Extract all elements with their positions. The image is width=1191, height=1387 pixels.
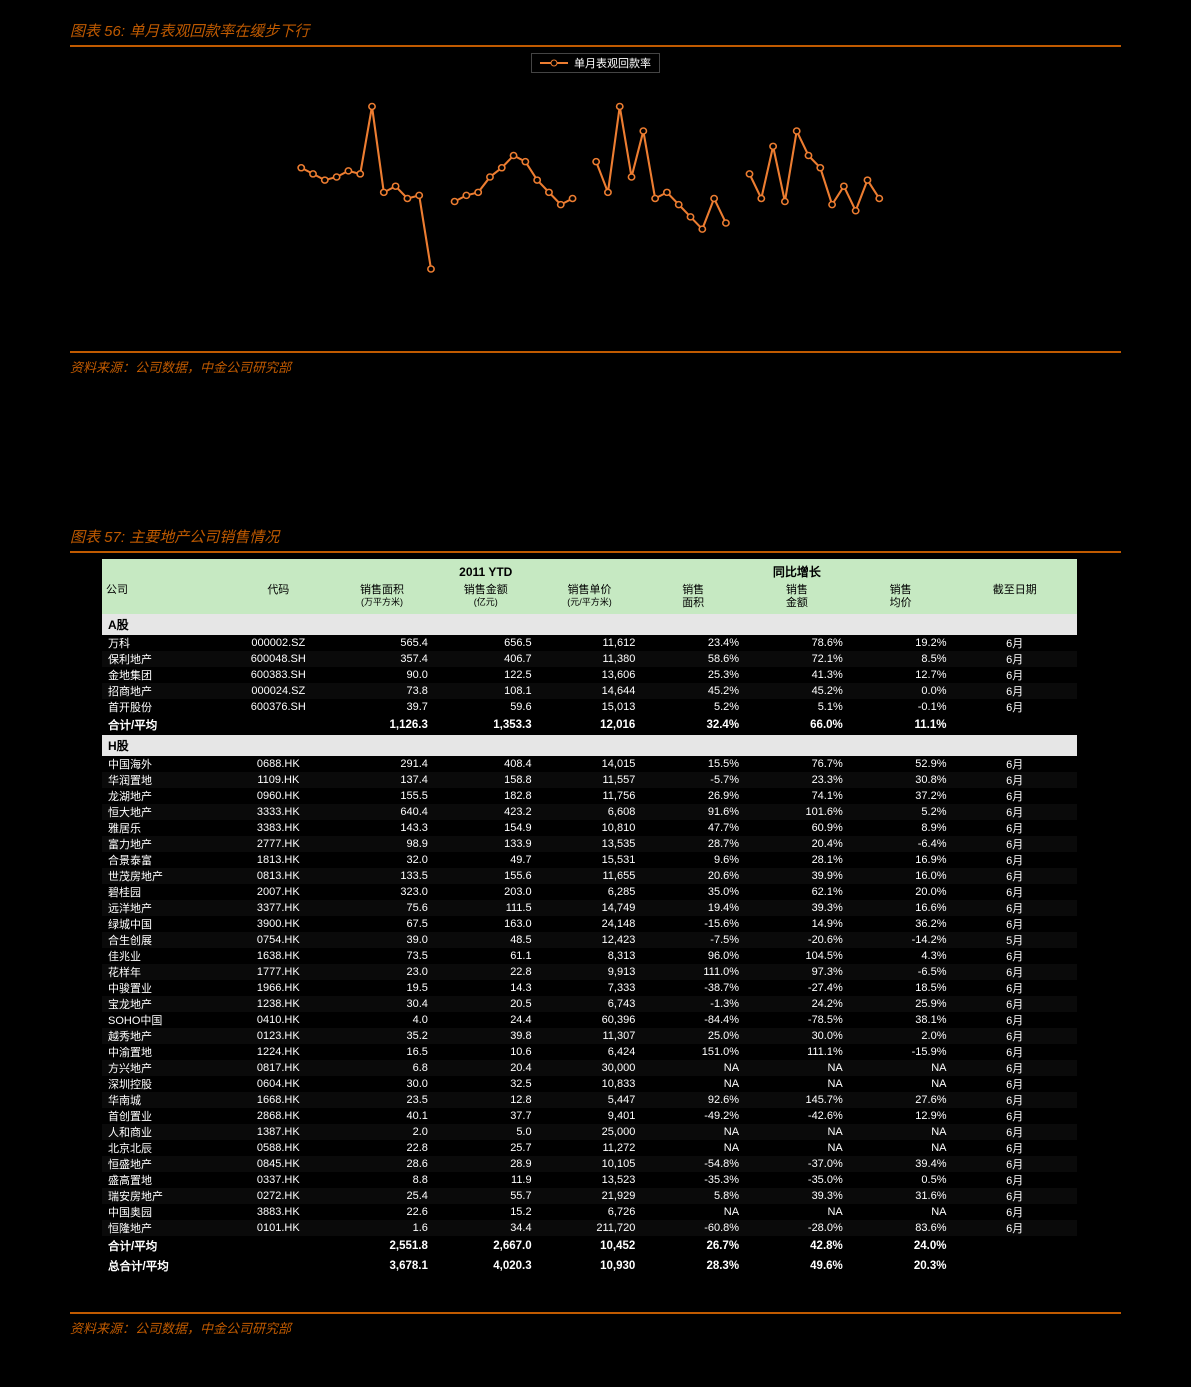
chart57-source: 资料来源：公司数据，中金公司研究部 xyxy=(70,1312,1121,1337)
chart57-title: 图表 57: 主要地产公司销售情况 xyxy=(70,526,1121,553)
table-row: SOHO中国0410.HK4.024.460,396-84.4%-78.5%38… xyxy=(102,1012,1077,1028)
col-code: 代码 xyxy=(226,582,330,614)
table-header-row: 公司 代码 销售面积(万平方米) 销售金额(亿元) 销售单价(元/平方米) 销售… xyxy=(102,582,1077,614)
table-row: 世茂房地产0813.HK133.5155.611,65520.6%39.9%16… xyxy=(102,868,1077,884)
table-row: 华润置地1109.HK137.4158.811,557-5.7%23.3%30.… xyxy=(102,772,1077,788)
total-h-row: 合计/平均 2,551.8 2,667.0 10,452 26.7% 42.8%… xyxy=(102,1236,1077,1256)
table-row: 首创置业2868.HK40.137.79,401-49.2%-42.6%12.9… xyxy=(102,1108,1077,1124)
table-row: 华南城1668.HK23.512.85,44792.6%145.7%27.6%6… xyxy=(102,1092,1077,1108)
col-group-2011: 2011 YTD xyxy=(330,559,641,582)
table-row: 瑞安房地产0272.HK25.455.721,9295.8%39.3%31.6%… xyxy=(102,1188,1077,1204)
section-h-row: H股 xyxy=(102,735,1077,756)
table-row: 人和商业1387.HK2.05.025,000NANANA6月 xyxy=(102,1124,1077,1140)
table-row: 方兴地产0817.HK6.820.430,000NANANA6月 xyxy=(102,1060,1077,1076)
table-row: 龙湖地产0960.HK155.5182.811,75626.9%74.1%37.… xyxy=(102,788,1077,804)
table-row: 越秀地产0123.HK35.239.811,30725.0%30.0%2.0%6… xyxy=(102,1028,1077,1044)
table-row: 富力地产2777.HK98.9133.913,53528.7%20.4%-6.4… xyxy=(102,836,1077,852)
col-area: 销售面积(万平方米) xyxy=(330,582,434,614)
col-company: 公司 xyxy=(102,582,226,614)
table-row: 佳兆业1638.HK73.561.18,31396.0%104.5%4.3%6月 xyxy=(102,948,1077,964)
table-row: 雅居乐3383.HK143.3154.910,81047.7%60.9%8.9%… xyxy=(102,820,1077,836)
chart57-title-prefix: 图表 57: xyxy=(70,529,129,546)
chart56-title: 图表 56: 单月表观回款率在缓步下行 xyxy=(70,20,1121,47)
table-header-group-row: 2011 YTD 同比增长 xyxy=(102,559,1077,582)
col-price: 销售单价(元/平方米) xyxy=(538,582,642,614)
table-row: 北京北辰0588.HK22.825.711,272NANANA6月 xyxy=(102,1140,1077,1156)
section-h-label: H股 xyxy=(102,735,1077,756)
table-row: 盛高置地0337.HK8.811.913,523-35.3%-35.0%0.5%… xyxy=(102,1172,1077,1188)
table-row: 合生创展0754.HK39.048.512,423-7.5%-20.6%-14.… xyxy=(102,932,1077,948)
table-row: 中国海外0688.HK291.4408.414,01515.5%76.7%52.… xyxy=(102,756,1077,772)
chart56-legend-label: 单月表观回款率 xyxy=(574,55,651,71)
table-row: 中骏置业1966.HK19.514.37,333-38.7%-27.4%18.5… xyxy=(102,980,1077,996)
table-row: 远洋地产3377.HK75.6111.514,74919.4%39.3%16.6… xyxy=(102,900,1077,916)
table-row: 金地集团600383.SH90.0122.513,60625.3%41.3%12… xyxy=(102,667,1077,683)
chart56-plot xyxy=(70,75,1121,345)
total-a-row: 合计/平均 1,126.3 1,353.3 12,016 32.4% 66.0%… xyxy=(102,715,1077,735)
table-row: 恒盛地产0845.HK28.628.910,105-54.8%-37.0%39.… xyxy=(102,1156,1077,1172)
table-row: 绿城中国3900.HK67.5163.024,148-15.6%14.9%36.… xyxy=(102,916,1077,932)
chart57-table-wrap: 2011 YTD 同比增长 公司 代码 销售面积(万平方米) 销售金额(亿元) … xyxy=(70,559,1121,1276)
table-row: 宝龙地产1238.HK30.420.56,743-1.3%24.2%25.9%6… xyxy=(102,996,1077,1012)
total-all-row: 总合计/平均 3,678.1 4,020.3 10,930 28.3% 49.6… xyxy=(102,1256,1077,1276)
chart56-title-prefix: 图表 56: xyxy=(70,23,129,40)
col-date: 截至日期 xyxy=(952,582,1077,614)
chart56-title-text: 单月表观回款率在缓步下行 xyxy=(129,23,309,40)
table-row: 恒隆地产0101.HK1.634.4211,720-60.8%-28.0%83.… xyxy=(102,1220,1077,1236)
table-row: 首开股份600376.SH39.759.615,0135.2%5.1%-0.1%… xyxy=(102,699,1077,715)
chart56-source: 资料来源：公司数据，中金公司研究部 xyxy=(70,351,1121,376)
table-row: 中国奥园3883.HK22.615.26,726NANANA6月 xyxy=(102,1204,1077,1220)
table-row: 保利地产600048.SH357.4406.711,38058.6%72.1%8… xyxy=(102,651,1077,667)
table-row: 深圳控股0604.HK30.032.510,833NANANA6月 xyxy=(102,1076,1077,1092)
table-row: 恒大地产3333.HK640.4423.26,60891.6%101.6%5.2… xyxy=(102,804,1077,820)
col-growth-area: 销售面积 xyxy=(641,582,745,614)
table-row: 招商地产000024.SZ73.8108.114,64445.2%45.2%0.… xyxy=(102,683,1077,699)
table-row: 花样年1777.HK23.022.89,913111.0%97.3%-6.5%6… xyxy=(102,964,1077,980)
table-row: 合景泰富1813.HK32.049.715,5319.6%28.1%16.9%6… xyxy=(102,852,1077,868)
table-row: 中渝置地1224.HK16.510.66,424151.0%111.1%-15.… xyxy=(102,1044,1077,1060)
col-growth-price: 销售均价 xyxy=(849,582,953,614)
chart57-title-text: 主要地产公司销售情况 xyxy=(129,529,279,546)
table-row: 碧桂园2007.HK323.0203.06,28535.0%62.1%20.0%… xyxy=(102,884,1077,900)
col-group-yoy: 同比增长 xyxy=(641,559,952,582)
legend-line-marker-icon xyxy=(540,62,568,64)
col-growth-amount: 销售金额 xyxy=(745,582,849,614)
chart56-legend: 单月表观回款率 xyxy=(531,53,660,73)
col-amount: 销售金额(亿元) xyxy=(434,582,538,614)
chart57-table: 2011 YTD 同比增长 公司 代码 销售面积(万平方米) 销售金额(亿元) … xyxy=(102,559,1077,1276)
section-a-label: A股 xyxy=(102,614,1077,635)
table-row: 万科000002.SZ565.4656.511,61223.4%78.6%19.… xyxy=(102,635,1077,651)
section-a-row: A股 xyxy=(102,614,1077,635)
